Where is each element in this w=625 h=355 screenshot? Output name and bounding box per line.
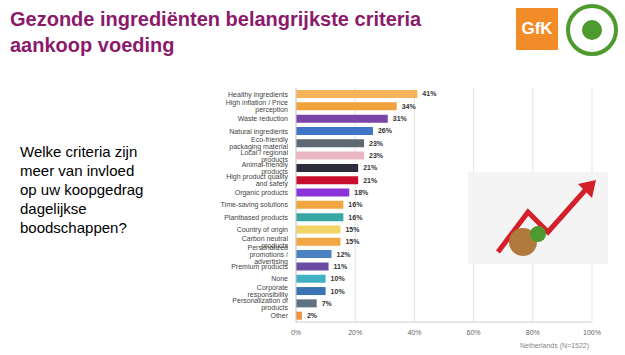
svg-text:16%: 16% (348, 201, 363, 208)
svg-text:10%: 10% (331, 288, 346, 295)
svg-text:34%: 34% (402, 103, 417, 110)
svg-text:High product qualityand safety: High product qualityand safety (226, 173, 288, 188)
svg-text:Organic products: Organic products (235, 189, 289, 197)
svg-text:16%: 16% (348, 214, 363, 221)
svg-text:15%: 15% (345, 238, 360, 245)
svg-text:Healthy ingredients: Healthy ingredients (228, 91, 288, 99)
svg-text:21%: 21% (363, 164, 378, 171)
svg-text:100%: 100% (583, 329, 601, 336)
svg-text:41%: 41% (422, 90, 437, 97)
svg-text:2%: 2% (307, 312, 318, 319)
svg-text:Carbon neutralproducts: Carbon neutralproducts (242, 235, 289, 250)
svg-text:Waste reduction: Waste reduction (238, 115, 288, 122)
svg-text:7%: 7% (322, 300, 333, 307)
svg-text:High inflation / Pricepercepti: High inflation / Priceperception (226, 99, 288, 114)
svg-text:Time-saving solutions: Time-saving solutions (221, 201, 289, 209)
svg-text:40%: 40% (407, 329, 421, 336)
svg-text:23%: 23% (369, 140, 384, 147)
svg-text:60%: 60% (467, 329, 481, 336)
svg-text:23%: 23% (369, 152, 384, 159)
svg-text:None: None (271, 275, 288, 282)
svg-text:Natural ingredients: Natural ingredients (229, 128, 288, 136)
svg-text:11%: 11% (334, 263, 348, 270)
svg-text:15%: 15% (345, 226, 360, 233)
svg-text:12%: 12% (337, 251, 352, 258)
svg-text:Plantbased products: Plantbased products (224, 214, 288, 222)
svg-text:21%: 21% (363, 177, 378, 184)
svg-text:0%: 0% (291, 329, 301, 336)
svg-text:18%: 18% (354, 189, 369, 196)
svg-text:Country of origin: Country of origin (237, 226, 288, 234)
svg-text:31%: 31% (393, 115, 408, 122)
svg-text:20%: 20% (348, 329, 362, 336)
svg-text:26%: 26% (378, 127, 393, 134)
svg-text:Other: Other (270, 312, 288, 319)
svg-text:Premium products: Premium products (231, 263, 288, 271)
svg-text:Personalization ofproducts: Personalization ofproducts (232, 297, 288, 312)
svg-text:80%: 80% (526, 329, 540, 336)
svg-text:10%: 10% (331, 275, 346, 282)
